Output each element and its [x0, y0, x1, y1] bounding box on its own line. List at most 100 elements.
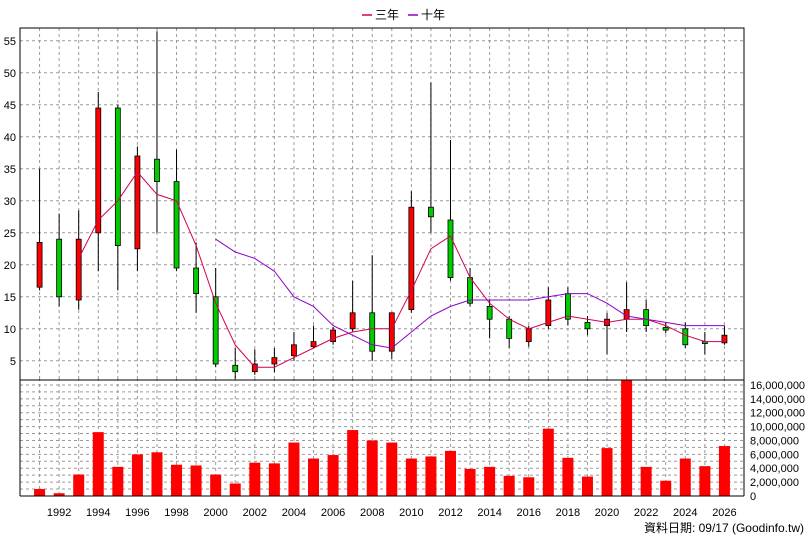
volume-bar [327, 455, 339, 496]
candle-body [682, 328, 689, 346]
volume-bar [229, 483, 241, 496]
volume-bar [131, 454, 143, 496]
volume-bar [288, 442, 300, 496]
candle-body [114, 107, 121, 247]
price-tick-label: 20 [4, 260, 16, 272]
legend-label-3yr: 三年 [375, 8, 399, 22]
volume-bars [34, 380, 730, 496]
year-tick-label: 2010 [399, 507, 423, 519]
moving-average-lines [78, 171, 725, 368]
volume-bar [444, 450, 456, 496]
candle-body [662, 327, 669, 331]
volume-bar [562, 457, 574, 496]
candle-body [291, 344, 297, 357]
candle-body [369, 312, 376, 352]
volume-tick-label: 12,000,000 [750, 408, 805, 420]
price-tick-label: 5 [10, 356, 16, 368]
volume-tick-label: 8,000,000 [750, 435, 799, 447]
volume-bar [503, 475, 515, 496]
candle-body [545, 299, 552, 327]
volume-bar [660, 480, 672, 496]
plot-frames [19, 27, 745, 497]
volume-bar [405, 458, 417, 496]
volume-bar [621, 380, 633, 496]
volume-bar [386, 442, 398, 496]
candle-body [428, 206, 434, 218]
price-tick-label: 50 [4, 68, 16, 80]
volume-tick-label: 14,000,000 [750, 394, 805, 406]
year-tick-label: 2012 [438, 507, 462, 519]
price-tick-label: 10 [4, 324, 16, 336]
price-tick-label: 55 [4, 36, 16, 48]
volume-bar [53, 493, 65, 496]
volume-bar [699, 466, 711, 496]
candle-body [56, 238, 63, 298]
candlesticks [36, 31, 728, 379]
candle-body [232, 364, 239, 373]
volume-bar [464, 468, 476, 496]
volume-bar [425, 456, 437, 496]
ma-line-3yr [78, 171, 725, 368]
year-tick-label: 1998 [164, 507, 188, 519]
volume-bar [171, 464, 183, 496]
year-tick-label: 2016 [517, 507, 541, 519]
candle-body [36, 241, 43, 288]
year-tick-label: 2014 [477, 507, 501, 519]
candle-body [95, 107, 102, 234]
candle-body [251, 363, 258, 373]
year-tick-label: 2018 [556, 507, 580, 519]
volume-tick-label: 10,000,000 [750, 422, 805, 434]
volume-bar [542, 428, 554, 496]
year-tick-label: 2004 [282, 507, 306, 519]
volume-bar [210, 474, 222, 496]
candle-body [408, 206, 415, 310]
price-tick-label: 40 [4, 132, 16, 144]
candle-body [212, 296, 219, 365]
year-tick-label: 2026 [712, 507, 736, 519]
candle-body [721, 334, 728, 344]
year-tick-label: 1992 [47, 507, 71, 519]
volume-bar [34, 489, 46, 496]
volume-bar [484, 466, 496, 496]
year-tick-label: 1996 [125, 507, 149, 519]
volume-bar [718, 446, 730, 496]
candle-body [564, 293, 571, 320]
candle-body [330, 329, 336, 342]
candle-body [643, 309, 650, 327]
year-tick-label: 2008 [360, 507, 384, 519]
price-plot-frame [19, 27, 745, 381]
volume-bar [523, 477, 535, 496]
volume-tick-label: 16,000,000 [750, 380, 805, 392]
price-tick-label: 45 [4, 100, 16, 112]
price-tick-label: 35 [4, 164, 16, 176]
price-tick-label: 30 [4, 196, 16, 208]
volume-bar [679, 458, 691, 496]
candle-body [349, 312, 356, 330]
volume-bar [601, 448, 613, 496]
price-tick-label: 25 [4, 228, 16, 240]
volume-tick-label: 2,000,000 [750, 477, 799, 489]
volume-bar [640, 466, 652, 496]
price-tick-label: 15 [4, 292, 16, 304]
year-tick-label: 1994 [86, 507, 110, 519]
year-tick-label: 2006 [321, 507, 345, 519]
volume-bar [73, 474, 85, 496]
volume-bar [190, 465, 202, 496]
year-tick-label: 2024 [673, 507, 697, 519]
candle-body [173, 181, 180, 269]
candle-body [467, 277, 473, 304]
candle-body [525, 328, 532, 342]
candle-body [388, 312, 395, 352]
candle-body [134, 155, 141, 250]
volume-bar [347, 430, 359, 496]
candle-body [584, 321, 591, 330]
volume-bar [112, 466, 124, 496]
year-tick-label: 2000 [203, 507, 227, 519]
volume-bar [366, 440, 378, 496]
candle-body [271, 357, 278, 365]
volume-bar [308, 458, 320, 496]
volume-bar [249, 462, 261, 496]
ma-line-10yr [215, 238, 725, 349]
volume-bar [581, 476, 593, 496]
